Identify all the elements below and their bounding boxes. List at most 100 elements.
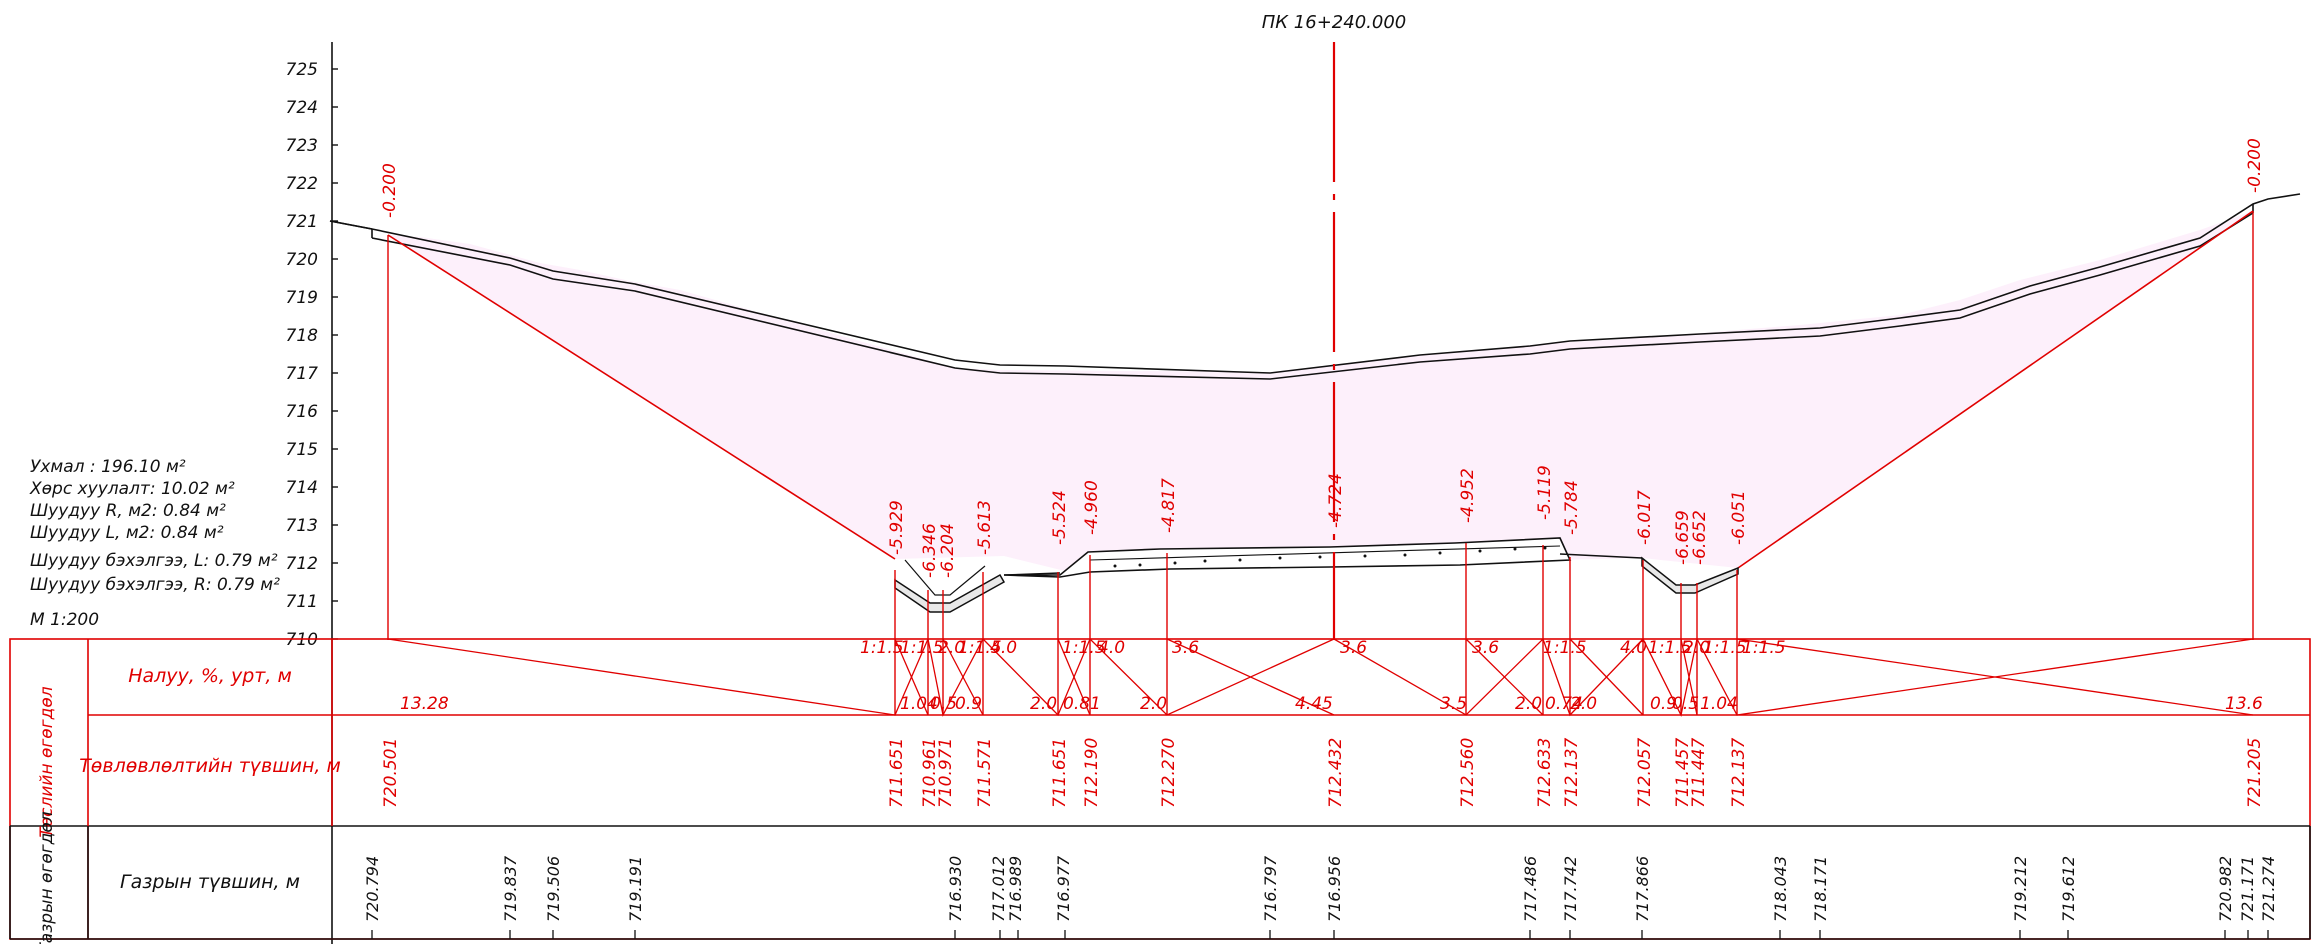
design-level: 710.971: [936, 738, 956, 808]
y-tick-label: 717: [286, 364, 319, 384]
ground-level: 719.612: [2059, 856, 2078, 922]
y-tick-label: 721: [286, 212, 318, 232]
right-ditch: [1641, 556, 1739, 594]
slope-label: 1:1.5: [1543, 638, 1587, 658]
ground-level: 717.742: [1561, 856, 1580, 922]
length-label: 0.5: [930, 694, 957, 714]
scale-label: М 1:200: [30, 610, 99, 630]
design-level-labels: 720.501 711.651 710.961 710.971 711.571 …: [381, 738, 2265, 808]
ground-level-labels: 720.794 719.837 719.506 719.191 716.930 …: [363, 855, 2278, 922]
design-mark: -6.346: [920, 523, 940, 578]
slope-label: 2.0: [1683, 638, 1710, 658]
group-ground-header: Газрын өгөгдөл: [37, 811, 57, 944]
y-tick-label: 713: [286, 516, 318, 536]
design-mark: -5.784: [1562, 480, 1582, 535]
design-marker-lines: [387, 211, 2254, 715]
ground-level: 717.866: [1633, 856, 1652, 922]
y-tick-label: 722: [286, 174, 318, 194]
design-level: 710.961: [920, 738, 940, 808]
length-label: 1.04: [1700, 694, 1738, 714]
length-label: 0.5: [1672, 694, 1699, 714]
design-level: 720.501: [381, 738, 401, 808]
design-mark: -5.929: [887, 500, 907, 555]
cut-area-fill: [388, 211, 2253, 571]
pavement-layer: [1089, 545, 1561, 561]
slope-label: 1:1.5: [900, 638, 944, 658]
ground-level-ticks: [371, 930, 2269, 939]
summary-line: Шуудуу L, м2: 0.84 м²: [30, 523, 224, 543]
design-mark: -6.204: [938, 523, 958, 578]
ground-line-upper: [329, 193, 2301, 374]
length-label: 2.0: [1570, 694, 1597, 714]
design-level: 712.633: [1535, 738, 1555, 808]
ground-level: 717.486: [1521, 856, 1540, 922]
ground-level: 718.171: [1811, 856, 1830, 922]
slope-labels: 1:1.5 1:1.5 2.0 1:1.5 4.0 1:1.5 4.0 3.6 …: [860, 638, 1786, 658]
design-mark: -4.817: [1159, 478, 1179, 533]
slope-label: 1:1.5: [1648, 638, 1692, 658]
length-label: 3.5: [1440, 694, 1467, 714]
ground-line-lower: [371, 212, 2254, 380]
y-tick-label: 719: [286, 288, 318, 308]
design-level: 721.205: [2245, 738, 2265, 808]
row-slope-header: Налуу, %, урт, м: [128, 665, 292, 687]
pavement-aggregate-dots: [1113, 546, 1547, 568]
length-label: 0.9: [1650, 694, 1677, 714]
ground-level: 721.171: [2238, 856, 2257, 922]
y-tick-label: 712: [286, 554, 318, 574]
slope-label: 3.6: [1172, 638, 1199, 658]
cut-slope-left: [387, 234, 896, 560]
summary-line: Шуудуу бэхэлгээ, R: 0.79 м²: [30, 575, 280, 595]
length-label: 0.9: [955, 694, 982, 714]
slope-label: 1:1.5: [958, 638, 1002, 658]
y-tick-label: 710: [286, 630, 318, 650]
ground-level: 716.956: [1325, 856, 1344, 922]
y-tick-label: 715: [286, 440, 318, 460]
design-mark: -4.960: [1082, 480, 1102, 535]
summary-line: Шуудуу бэхэлгээ, L: 0.79 м²: [30, 551, 278, 571]
design-level: 711.447: [1689, 738, 1709, 808]
design-mark: -4.724: [1326, 473, 1346, 528]
slope-label: 1:1.5: [1062, 638, 1106, 658]
y-axis-labels: 725 724 723 722 721 720 719 718 717 716 …: [286, 60, 319, 650]
design-mark: -0.200: [2245, 138, 2265, 193]
slope-label: 4.0: [1098, 638, 1125, 658]
summary-line: Ухмал : 196.10 м²: [30, 457, 186, 477]
design-level: 712.137: [1562, 738, 1582, 808]
design-mark: -5.613: [975, 500, 995, 555]
slope-label: 1:1.5: [860, 638, 904, 658]
left-ditch: [894, 573, 1006, 613]
profile-table: [9, 638, 2311, 940]
group-design-header: Төслийн өгөгдөл: [37, 686, 57, 837]
slope-label: 2.0: [938, 638, 965, 658]
pavement-structure: [1003, 537, 1572, 578]
slope-label: 3.6: [1472, 638, 1499, 658]
design-level: 711.651: [1050, 738, 1070, 808]
design-mark: -6.652: [1690, 510, 1710, 565]
y-tick-label: 723: [286, 136, 318, 156]
design-level: 712.057: [1635, 738, 1655, 808]
ground-level: 717.012: [989, 856, 1008, 922]
pavement-left-shoulder: [1003, 572, 1061, 576]
slope-label: 3.6: [1340, 638, 1367, 658]
design-level: 712.432: [1326, 738, 1346, 808]
y-tick-label: 725: [286, 60, 318, 80]
design-level: 712.190: [1082, 738, 1102, 808]
station-title: ПК 16+240.000: [1262, 12, 1406, 33]
length-label: 0.81: [1063, 694, 1101, 714]
ground-level: 719.506: [544, 856, 563, 922]
slope-label: 1:1.5: [1703, 638, 1747, 658]
length-label: 2.0: [1515, 694, 1542, 714]
ground-level: 719.191: [626, 856, 645, 922]
length-label: 13.28: [400, 694, 449, 714]
ground-level: 721.274: [2259, 856, 2278, 922]
design-mark-labels: -0.200 -5.929 -6.346 -6.204 -5.613 -5.52…: [380, 138, 2265, 578]
design-mark: -6.051: [1729, 490, 1749, 545]
ground-level: 720.982: [2216, 856, 2235, 922]
design-mark: -6.659: [1673, 510, 1693, 565]
design-mark: -4.952: [1458, 468, 1478, 523]
length-labels: 13.28 1.04 0.5 0.9 2.0 0.81 2.0 4.45 3.5…: [400, 694, 2263, 714]
design-mark: -5.524: [1050, 490, 1070, 545]
ground-level: 716.930: [946, 856, 965, 922]
slope-label: 1:1.5: [1742, 638, 1786, 658]
